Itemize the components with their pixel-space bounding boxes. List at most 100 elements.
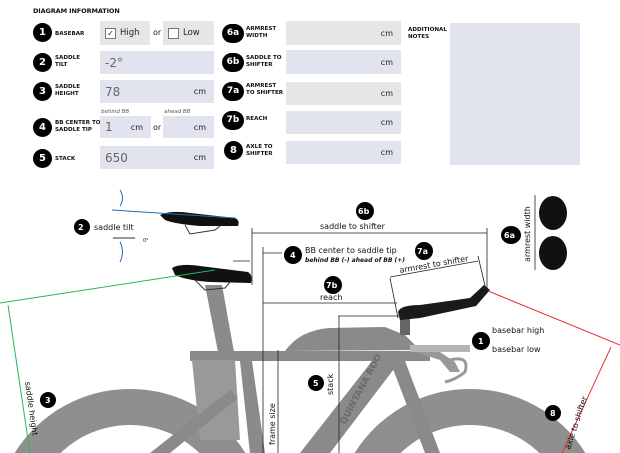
label-line: WIDTH <box>246 33 268 39</box>
badge-7a <box>415 242 433 260</box>
stack-label: stack <box>326 373 335 395</box>
badge-2: 2 <box>33 53 52 72</box>
badge-7a: 7a <box>222 82 244 101</box>
label-line: SADDLE TO <box>246 55 282 61</box>
saddle-icon <box>172 264 252 291</box>
badge-1-text: 1 <box>478 337 484 346</box>
label-line: AXLE TO <box>246 144 273 150</box>
label-line: SHIFTER <box>246 151 273 157</box>
unit-label: cm <box>380 89 393 98</box>
armrest-width-label: armrest width <box>523 206 532 262</box>
label-line: ARMREST <box>246 83 277 89</box>
frame-size-label: frame size <box>268 403 277 445</box>
saddle-to-shifter-label: saddle to shifter <box>320 222 386 231</box>
badge-6a-text: 6a <box>504 231 515 240</box>
saddle-height-input[interactable]: 78 cm <box>100 80 214 103</box>
behind-bb-value: 1 <box>105 120 113 134</box>
armrest-to-shifter-label: armrest to shifter <box>399 254 470 275</box>
badge-3: 3 <box>33 82 52 101</box>
badge-7b: 7b <box>222 111 244 130</box>
label-line: BB CENTER TO <box>55 120 101 126</box>
low-checkbox[interactable] <box>168 27 179 39</box>
bb-center-label: BB CENTER TO SADDLE TIP <box>55 120 101 134</box>
saddle-tilt-marker <box>111 189 236 263</box>
label-line: TILT <box>55 62 68 68</box>
label-line: ARMREST <box>246 26 277 32</box>
badge-3-text: 3 <box>45 396 51 405</box>
badge-4 <box>284 246 302 264</box>
unit-label: cm <box>380 118 393 127</box>
behind-bb-label: behind BB <box>101 109 130 115</box>
saddle-to-shifter-label: SADDLE TO SHIFTER <box>246 55 282 69</box>
behind-bb-input[interactable]: 1 cm <box>100 116 151 138</box>
basebar-low-option[interactable]: Low <box>163 21 214 45</box>
badge-2 <box>74 219 90 235</box>
badge-1 <box>472 332 490 350</box>
saddle-tilt-input[interactable]: -2° <box>100 51 214 74</box>
unit-label: cm <box>380 57 393 67</box>
stack-value: 650 <box>105 150 128 165</box>
basebar-high-label: basebar high <box>492 326 544 335</box>
front-wheel <box>354 388 586 453</box>
axle-to-shifter-label: AXLE TO SHIFTER <box>246 144 273 158</box>
badge-5 <box>308 375 324 391</box>
badge-4-text: 4 <box>290 251 296 260</box>
ahead-bb-label: ahead BB <box>164 109 191 115</box>
label-line: SADDLE TIP <box>55 127 92 133</box>
stack-input[interactable]: 650 cm <box>100 146 214 169</box>
saddle-tilt-label: saddle tilt <box>94 223 134 232</box>
dimension-lines <box>233 195 536 453</box>
additional-notes-label: ADDITIONAL NOTES <box>408 27 447 41</box>
label-line: HEIGHT <box>55 91 79 97</box>
badge-1: 1 <box>33 23 52 42</box>
basebar-low-label: basebar low <box>492 345 541 354</box>
saddle-height-value: 78 <box>105 84 121 99</box>
saddle-height-line <box>0 269 216 453</box>
badge-7a-text: 7a <box>417 247 428 256</box>
armrest-to-shifter-label: ARMREST TO SHIFTER <box>246 83 283 97</box>
saddle-height-label: saddle height <box>23 381 39 436</box>
label-line: ADDITIONAL <box>408 27 447 33</box>
additional-notes-textarea[interactable] <box>450 23 580 165</box>
zero-degree-label: 0° <box>143 238 149 244</box>
badge-7b-text: 7b <box>326 281 338 290</box>
badge-2-text: 2 <box>78 223 84 232</box>
ahead-bb-input[interactable]: cm <box>163 116 214 138</box>
bb-center-label: BB center to saddle tip <box>305 246 397 255</box>
stack-label: STACK <box>55 156 76 162</box>
reach-label: reach <box>320 293 342 302</box>
unit-label: cm <box>380 148 393 157</box>
saddle-tilt-label: SADDLE TILT <box>55 55 80 69</box>
armrest-width-input[interactable]: cm <box>286 21 401 45</box>
bb-sub-label: behind BB (-) ahead of BB (+) <box>305 257 405 264</box>
label-line: SHIFTER <box>246 62 273 68</box>
unit-label: cm <box>193 153 206 162</box>
badge-4: 4 <box>33 118 52 137</box>
axle-to-shifter-input[interactable]: cm <box>286 141 401 164</box>
basebar-label: BASEBAR <box>55 31 85 37</box>
high-checkbox[interactable]: ✓ <box>105 27 116 39</box>
armrest-pads-icon <box>539 196 567 270</box>
badge-6b <box>356 202 374 220</box>
form-title: DIAGRAM INFORMATION <box>33 7 120 15</box>
basebar-high-option[interactable]: ✓ High <box>100 21 150 45</box>
saddle-to-shifter-input[interactable]: cm <box>286 50 401 74</box>
label-line: SADDLE <box>55 84 81 90</box>
armrest-to-shifter-input[interactable]: cm <box>286 82 401 105</box>
label-line: TO SHIFTER <box>246 90 284 96</box>
reach-label: REACH <box>246 116 268 122</box>
armrest-width-label: ARMREST WIDTH <box>246 26 276 40</box>
badge-8 <box>545 405 561 421</box>
unit-label: cm <box>193 122 206 132</box>
label-line: SADDLE <box>55 55 81 61</box>
or-label: or <box>153 123 162 132</box>
unit-label: cm <box>380 28 393 38</box>
badge-6b-text: 6b <box>358 207 370 216</box>
or-label: or <box>153 28 162 37</box>
label-line: NOTES <box>408 34 430 40</box>
reach-input[interactable]: cm <box>286 111 401 134</box>
badge-6a: 6a <box>222 24 244 43</box>
unit-label: cm <box>130 122 143 132</box>
